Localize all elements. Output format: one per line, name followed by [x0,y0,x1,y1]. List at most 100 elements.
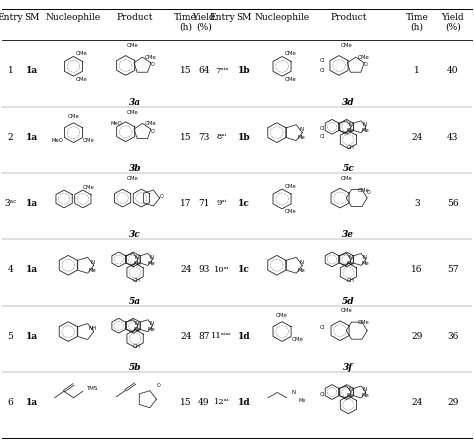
Text: OMe: OMe [340,43,352,48]
Text: 5d: 5d [342,297,355,306]
Text: 24: 24 [411,398,423,407]
Text: Me: Me [298,267,305,273]
Text: 15: 15 [180,66,191,75]
Text: N: N [135,321,139,326]
Text: 3a: 3a [129,98,141,107]
Text: 93: 93 [198,265,210,274]
Text: Me: Me [346,261,354,266]
Text: Nucleophile: Nucleophile [255,13,310,22]
Text: 40: 40 [447,66,458,75]
Text: OMe: OMe [83,185,95,190]
Text: 5: 5 [8,332,13,340]
Text: N: N [363,122,367,127]
Text: 1a: 1a [26,332,38,340]
Text: Me: Me [148,327,155,332]
Text: Me: Me [298,397,306,403]
Text: N: N [363,255,367,260]
Text: 8ᵃⁱ: 8ᵃⁱ [217,133,227,141]
Text: Me: Me [361,128,369,133]
Text: Me: Me [89,267,97,273]
Text: OMe: OMe [76,51,88,56]
Text: MeO: MeO [52,138,64,143]
Text: Time
(h): Time (h) [406,13,428,32]
Text: O: O [151,129,155,134]
Text: N: N [348,255,352,260]
Text: 6: 6 [8,398,13,407]
Text: 57: 57 [447,265,458,274]
Text: OMe: OMe [358,188,370,193]
Text: 1a: 1a [26,199,38,208]
Text: Nucleophile: Nucleophile [46,13,101,22]
Text: N: N [150,255,154,260]
Text: N: N [150,321,154,326]
Text: Product: Product [117,13,154,22]
Text: OMe: OMe [145,55,156,60]
Text: 15: 15 [180,133,191,142]
Text: OMe: OMe [145,121,156,126]
Text: Me: Me [361,393,369,398]
Text: N: N [292,390,296,395]
Text: 3d: 3d [342,98,355,107]
Text: 1: 1 [414,66,420,75]
Text: Cl: Cl [320,325,325,330]
Text: Product: Product [330,13,367,22]
Text: 3b: 3b [129,164,141,173]
Text: 43: 43 [447,133,458,142]
Text: 87: 87 [198,332,210,340]
Text: OMe: OMe [284,184,296,189]
Text: Entry: Entry [0,13,23,22]
Text: OMe: OMe [276,313,288,318]
Text: OMe: OMe [292,337,303,342]
Text: O: O [366,190,370,194]
Text: 1a: 1a [26,265,38,274]
Text: 1: 1 [8,66,13,75]
Text: 1d: 1d [238,332,250,340]
Text: OMe: OMe [358,320,370,325]
Text: O: O [151,62,155,68]
Text: Me: Me [361,261,369,266]
Text: 1b: 1b [238,66,250,75]
Text: 3e: 3e [342,230,355,239]
Text: 49: 49 [198,398,210,407]
Text: OMe: OMe [340,176,352,181]
Text: Cl: Cl [320,392,325,396]
Text: OH: OH [346,145,355,150]
Text: MeO: MeO [110,121,122,126]
Text: O: O [157,383,161,388]
Text: 29: 29 [447,398,458,407]
Text: 3: 3 [414,199,420,208]
Text: N: N [91,260,95,265]
Text: 29: 29 [411,332,423,340]
Text: 1c: 1c [238,265,250,274]
Text: OMe: OMe [76,77,88,82]
Text: SM: SM [237,13,252,22]
Text: 12ᵃⁱ: 12ᵃⁱ [214,398,229,406]
Text: Yield
(%): Yield (%) [192,13,215,32]
Text: Entry: Entry [209,13,235,22]
Text: Yield
(%): Yield (%) [441,13,464,32]
Text: 10ᵃⁱ: 10ᵃⁱ [214,266,229,274]
Text: 15: 15 [180,398,191,407]
Text: OMe: OMe [127,43,139,48]
Text: NH: NH [89,326,97,331]
Text: Cl: Cl [320,126,325,131]
Text: N: N [135,255,139,260]
Text: 24: 24 [411,133,423,142]
Text: 3c: 3c [129,230,141,239]
Text: 11ᵃⁱᵃⁱ: 11ᵃⁱᵃⁱ [211,332,232,340]
Text: 4: 4 [8,265,13,274]
Text: N: N [363,388,367,392]
Text: N: N [348,122,352,127]
Text: OMe: OMe [127,176,139,181]
Text: 1d: 1d [238,398,250,407]
Text: OMe: OMe [284,51,296,56]
Text: 56: 56 [447,199,458,208]
Text: 1b: 1b [238,133,250,142]
Text: 2: 2 [8,133,13,142]
Text: N: N [348,388,352,392]
Text: Time
(h): Time (h) [174,13,197,32]
Text: 3f: 3f [343,363,354,372]
Text: OMe: OMe [127,109,139,115]
Text: 64: 64 [198,66,210,75]
Text: OMe: OMe [68,114,79,119]
